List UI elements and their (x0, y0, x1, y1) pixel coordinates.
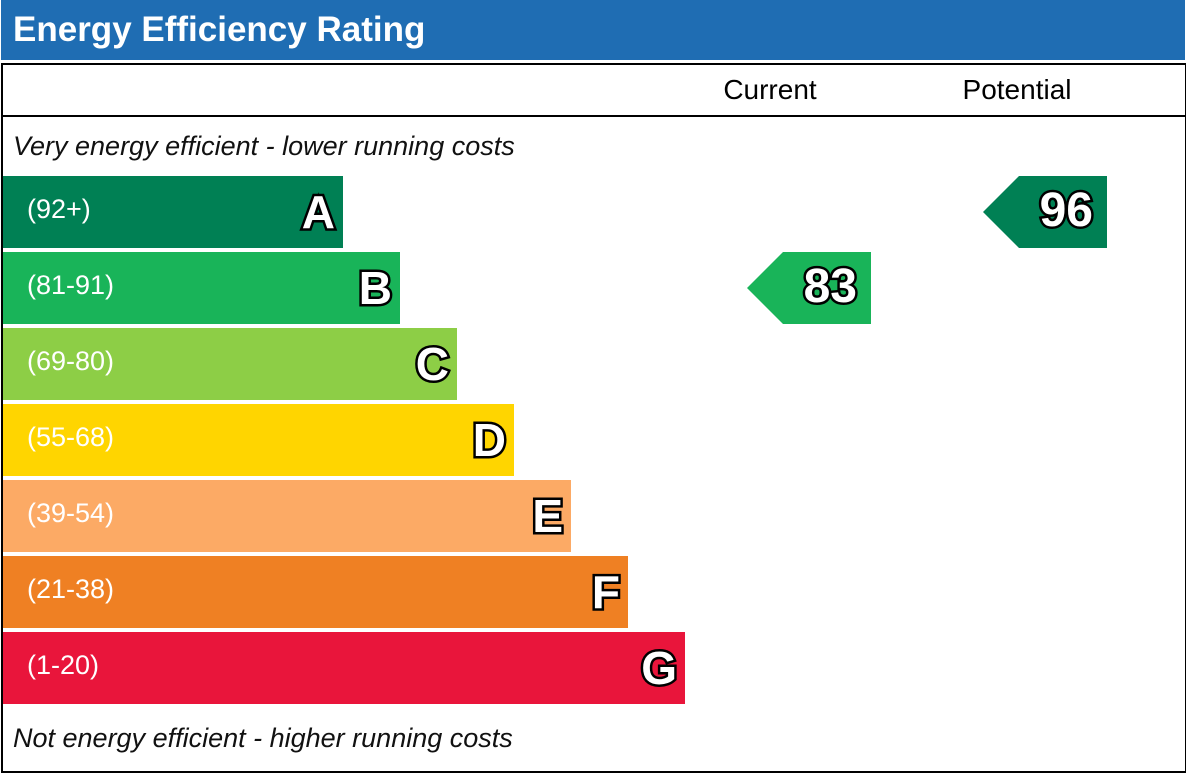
band-b: (81-91) B (3, 252, 400, 324)
current-rating-value: 83 (801, 258, 859, 316)
arrow-shape (747, 252, 871, 324)
band-letter: F (589, 564, 622, 621)
band-range-label: (1-20) (27, 650, 100, 680)
band-letter: B (356, 260, 394, 317)
band-a: (92+) A (3, 176, 343, 248)
band-range-label: (39-54) (27, 498, 115, 528)
potential-rating-value: 96 (1037, 182, 1095, 240)
band-range-label: (21-38) (27, 574, 115, 604)
rating-chart: Current Potential Very energy efficient … (1, 63, 1186, 773)
band-range-label: (69-80) (27, 346, 115, 376)
potential-column-header: Potential (962, 74, 1072, 105)
current-rating-arrow: 83 (747, 252, 871, 324)
title-bar: Energy Efficiency Rating (1, 0, 1185, 60)
band-letter: E (530, 488, 566, 545)
band-range-label: (55-68) (27, 422, 115, 452)
top-caption: Very energy efficient - lower running co… (13, 131, 515, 161)
band-letter: D (470, 412, 508, 469)
arrow-fill (983, 176, 1107, 248)
band-range-label: (92+) (27, 194, 91, 224)
band-d: (55-68) D (3, 404, 514, 476)
band-letter: G (639, 640, 680, 697)
band-e: (39-54) E (3, 480, 571, 552)
chart-title: Energy Efficiency Rating (13, 10, 426, 49)
potential-rating-arrow: 96 (983, 176, 1107, 248)
band-letter: C (413, 336, 451, 393)
bottom-caption: Not energy efficient - higher running co… (13, 723, 513, 753)
band-range-label: (81-91) (27, 270, 115, 300)
band-g: (1-20) G (3, 632, 685, 704)
band-c: (69-80) C (3, 328, 457, 400)
band-letter: A (299, 184, 337, 241)
arrow-fill (747, 252, 871, 324)
band-f: (21-38) F (3, 556, 628, 628)
header-divider (3, 115, 1185, 117)
current-column-header: Current (723, 74, 817, 105)
arrow-shape (983, 176, 1107, 248)
